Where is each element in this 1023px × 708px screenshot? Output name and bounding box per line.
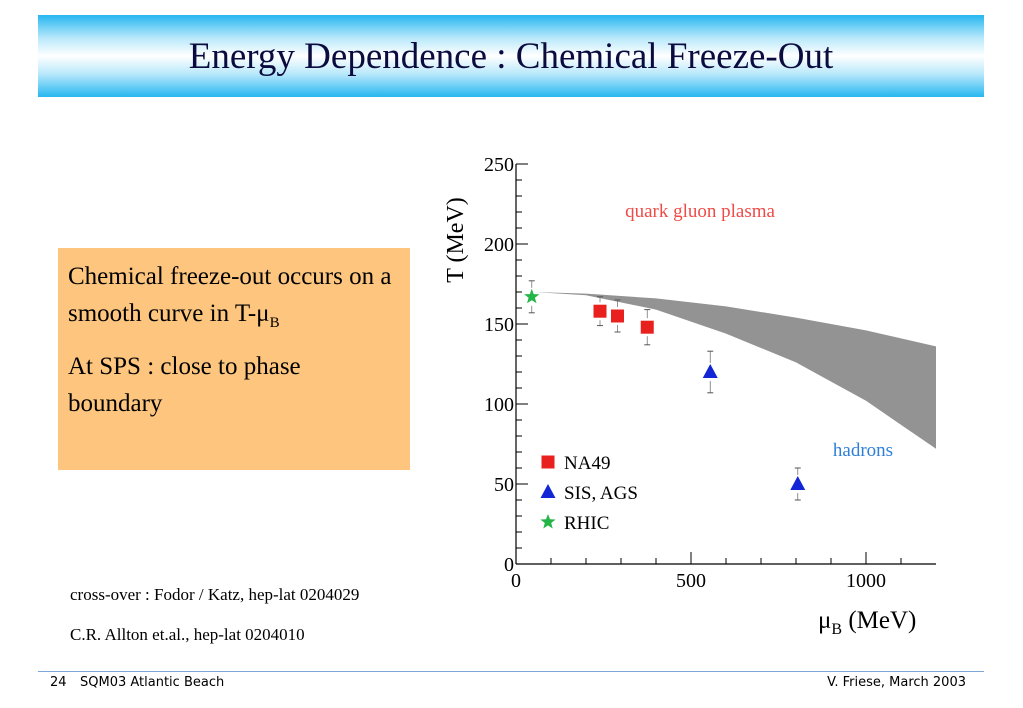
data-point-s0-0 <box>593 304 607 318</box>
reference-allton: C.R. Allton et.al., hep-lat 0204010 <box>70 625 305 644</box>
x-tick-label-0: 0 <box>511 570 521 592</box>
bullet-freeze-out-text: Chemical freeze-out occurs on a smooth c… <box>68 263 392 327</box>
legend-label-2: RHIC <box>564 513 609 534</box>
data-point-s0-1 <box>611 309 624 323</box>
data-point-s1-0 <box>702 364 718 378</box>
y-tick-label-100: 100 <box>484 394 514 416</box>
freeze-out-chart: 0 50 100 150 200 250 0 500 1000 quark gluon plas… <box>436 150 990 642</box>
legend-marker-0 <box>541 455 555 469</box>
legend-marker-2 <box>540 514 556 529</box>
bullet-sps: At SPS : close to phase boundary <box>68 353 301 417</box>
legend-marker-1 <box>540 484 556 498</box>
x-axis-title: μB (MeV) <box>818 607 916 638</box>
region-label-hadrons: hadrons <box>833 440 893 461</box>
slide-title: Energy Dependence : Chemical Freeze-Out <box>188 35 834 77</box>
title-bar: Energy Dependence : Chemical Freeze-Out <box>38 15 984 97</box>
bullet-freeze-out-subscript: B <box>269 315 280 331</box>
y-tick-label-250: 250 <box>484 154 514 176</box>
y-tick-label-150: 150 <box>484 314 514 336</box>
y-tick-label-50: 50 <box>494 474 514 496</box>
footer-page-number: 24 <box>50 675 67 690</box>
footer-event: SQM03 Atlantic Beach <box>80 675 225 690</box>
x-axis-title-subscript: B <box>831 621 842 638</box>
bullet-freeze-out: Chemical freeze-out occurs on a smooth c… <box>68 258 400 342</box>
y-tick-label-0: 0 <box>504 554 514 576</box>
x-axis-title-unit: (MeV) <box>842 607 916 634</box>
note-box: Chemical freeze-out occurs on a smooth c… <box>58 248 410 470</box>
footer-author: V. Friese, March 2003 <box>827 675 966 690</box>
x-axis-title-symbol: μ <box>818 607 831 634</box>
legend-label-0: NA49 <box>564 453 610 474</box>
phase-boundary-band <box>533 292 936 449</box>
y-axis-title: T (MeV) <box>443 197 469 283</box>
footer-rule <box>38 671 984 672</box>
x-tick-label-500: 500 <box>676 570 706 592</box>
data-point-s2-0 <box>524 288 540 304</box>
region-label-qgp: quark gluon plasma <box>625 201 775 222</box>
reference-fodor: cross-over : Fodor / Katz, hep-lat 02040… <box>70 585 360 604</box>
data-point-s1-1 <box>790 476 806 490</box>
x-tick-label-1000: 1000 <box>846 570 886 592</box>
legend-label-1: SIS, AGS <box>564 483 638 504</box>
data-point-s0-2 <box>640 320 654 334</box>
y-tick-label-200: 200 <box>484 234 514 256</box>
